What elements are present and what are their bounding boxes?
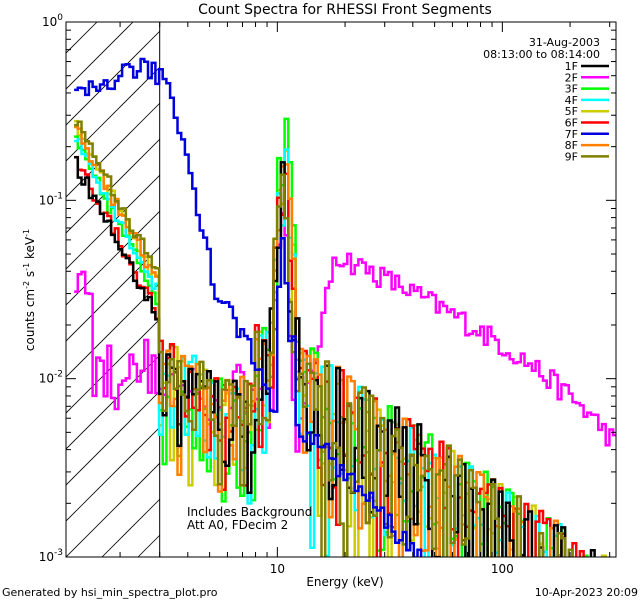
legend-label-4f: 4F <box>565 94 578 107</box>
series-line-8f <box>74 125 567 557</box>
legend-label-5f: 5F <box>565 105 578 118</box>
series-line-4f <box>74 137 563 557</box>
series-layer <box>74 57 616 557</box>
legend-label-1f: 1F <box>565 60 578 73</box>
legend-label-9f: 9F <box>565 150 578 163</box>
legend-label-2f: 2F <box>565 71 578 84</box>
footer-generator: Generated by hsi_min_spectra_plot.pro <box>2 586 218 599</box>
annotation-background: Includes Background <box>187 505 312 519</box>
legend-label-3f: 3F <box>565 83 578 96</box>
attenuator-hatch-region <box>66 22 616 557</box>
chart-title: Count Spectra for RHESSI Front Segments <box>198 2 492 18</box>
series-line-1f <box>74 156 596 557</box>
time-range-label: 08:13:00 to 08:14:00 <box>483 48 600 61</box>
plot-frame <box>65 21 617 558</box>
series-line-7f <box>74 57 423 557</box>
x-axis-label: Energy (keV) <box>306 575 383 589</box>
y-tick-label: 100 <box>42 13 63 29</box>
series-line-9f <box>74 120 574 557</box>
y-tick-label: 10-1 <box>39 191 63 207</box>
x-tick-label: 10 <box>270 562 285 576</box>
annotation-attenuator: Att A0, FDecim 2 <box>187 518 288 532</box>
footer-timestamp: 10-Apr-2023 20:09 <box>535 586 638 599</box>
legend-label-8f: 8F <box>565 139 578 152</box>
y-tick-label: 10-2 <box>39 370 63 386</box>
legend-label-6f: 6F <box>565 117 578 130</box>
legend-label-7f: 7F <box>565 128 578 141</box>
y-axis-label: counts cm-2 s-1 keV-1 <box>22 229 37 351</box>
axes: 10 100 10-3 10-2 10-1 100 <box>39 13 616 576</box>
date-label: 31-Aug-2003 <box>529 36 600 49</box>
x-tick-label: 100 <box>491 562 514 576</box>
y-tick-label: 10-3 <box>39 548 63 564</box>
